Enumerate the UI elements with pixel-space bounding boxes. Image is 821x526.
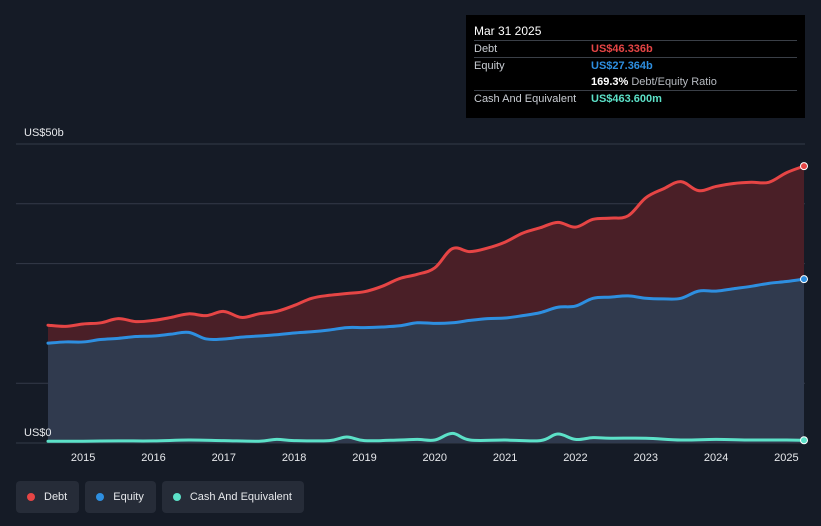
tooltip-ratio-label: Debt/Equity Ratio [631, 76, 717, 88]
legend-dot-equity [96, 493, 105, 501]
tooltip-equity-label: Equity [474, 60, 505, 72]
tooltip-debt-label: Debt [474, 43, 498, 55]
x-tick-label-2017: 2017 [212, 452, 236, 464]
x-tick-label-2025: 2025 [774, 452, 798, 464]
x-tick-label-2023: 2023 [634, 452, 658, 464]
y-tick-label-0: US$0 [24, 427, 52, 439]
x-tick-label-2018: 2018 [282, 452, 306, 464]
tooltip-equity-value: US$27.364b [591, 60, 653, 72]
end-marker-cash [800, 436, 808, 445]
x-tick-label-2016: 2016 [141, 452, 165, 464]
line-debt [46, 164, 806, 328]
x-tick-label-2024: 2024 [704, 452, 728, 464]
axis-labels: US$50b US$0 2015 2016 2017 2018 2019 2020 2021 20… [24, 127, 799, 464]
end-marker-debt [800, 162, 808, 171]
x-tick-label-2015: 2015 [71, 452, 95, 464]
tooltip-row-cash: Cash And Equivalent US$463.600m [474, 90, 797, 107]
chart-legend: Debt Equity Cash And Equivalent [16, 481, 304, 513]
tooltip-debt-value: US$46.336b [591, 43, 653, 55]
line-cash [46, 431, 806, 443]
legend-dot-debt [27, 493, 35, 501]
x-tick-label-2022: 2022 [563, 452, 587, 464]
tooltip-row-debt: Debt US$46.336b [474, 40, 797, 57]
legend-item-cash[interactable]: Cash And Equivalent [161, 481, 304, 513]
series-areas [48, 166, 804, 443]
x-tick-label-2021: 2021 [493, 452, 517, 464]
tooltip-ratio-spacer [474, 74, 591, 90]
legend-label-debt: Debt [44, 491, 68, 503]
legend-label-cash: Cash And Equivalent [189, 491, 292, 503]
tooltip-cash-label: Cash And Equivalent [474, 93, 577, 105]
tooltip-date: Mar 31 2025 [474, 24, 542, 38]
legend-dot-cash [172, 493, 181, 501]
end-markers [800, 162, 808, 445]
tooltip-cash-value: US$463.600m [591, 93, 662, 105]
series-lines [46, 164, 806, 443]
tooltip-row-ratio: 169.3% Debt/Equity Ratio [474, 74, 797, 90]
tooltip-row-equity: Equity US$27.364b [474, 57, 797, 74]
end-marker-equity [800, 275, 808, 284]
tooltip-panel: Mar 31 2025 Debt US$46.336b Equity US$27… [466, 15, 805, 118]
x-tick-label-2020: 2020 [423, 452, 447, 464]
legend-item-equity[interactable]: Equity [85, 481, 156, 513]
tooltip-ratio-value: 169.3% [591, 76, 629, 88]
legend-item-debt[interactable]: Debt [16, 481, 80, 513]
legend-label-equity: Equity [113, 491, 144, 503]
x-tick-label-2019: 2019 [352, 452, 376, 464]
area-equity [48, 279, 804, 443]
line-equity [46, 277, 806, 345]
y-tick-label-50: US$50b [24, 127, 64, 139]
